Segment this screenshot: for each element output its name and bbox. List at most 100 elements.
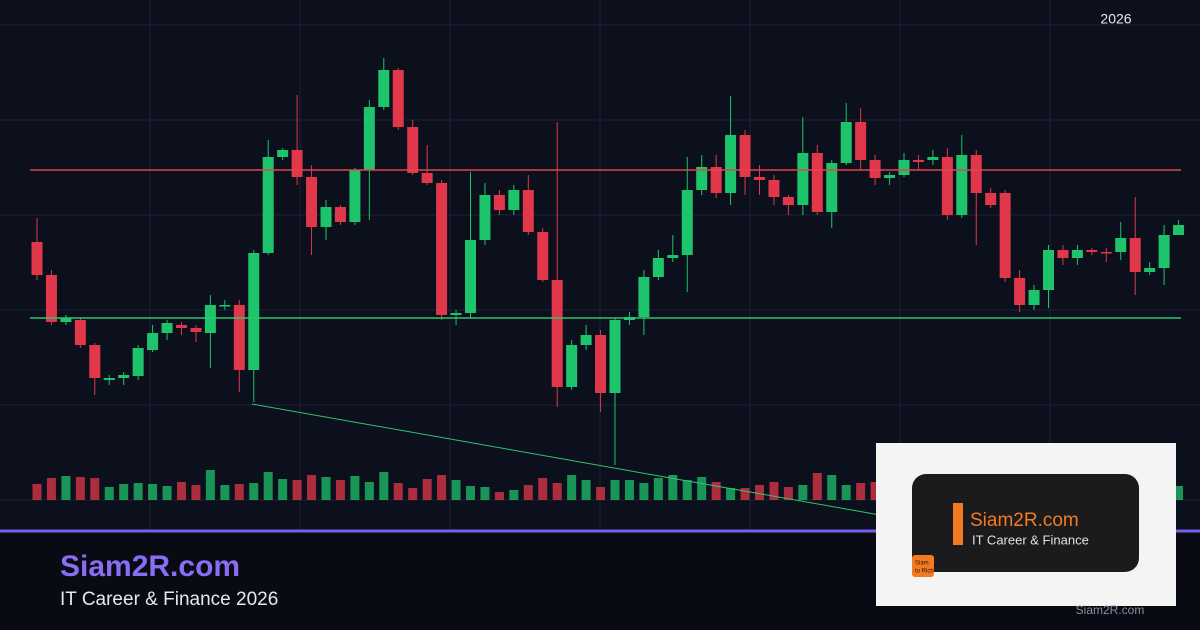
volume-bar: [523, 485, 533, 500]
volume-bar: [653, 478, 663, 500]
volume-bar: [668, 475, 678, 500]
volume-bar: [841, 485, 851, 500]
volume-bar: [538, 478, 548, 500]
candle-body: [1071, 250, 1083, 258]
volume-bar: [451, 480, 461, 500]
candle-body: [1028, 290, 1040, 305]
volume-bar: [162, 486, 172, 500]
volume-bar: [798, 485, 808, 500]
trend-line: [251, 403, 881, 516]
volume-bar: [856, 483, 866, 500]
volume-bar: [307, 475, 317, 500]
candle-body: [869, 160, 881, 178]
candle-body: [306, 177, 318, 227]
logo-card: Siam2R.com IT Career & Finance Siam to R…: [876, 443, 1176, 606]
candle-body: [580, 335, 592, 345]
candle-body: [1057, 250, 1069, 258]
candle-body: [826, 163, 838, 212]
candle-body: [436, 183, 448, 315]
candle-body: [1086, 250, 1098, 252]
candle-body: [334, 207, 346, 222]
candle-body: [522, 190, 534, 232]
candle-body: [190, 328, 202, 332]
candle-body: [89, 345, 101, 378]
candle-body: [233, 305, 245, 370]
candle-body: [551, 280, 563, 387]
candle-body: [1014, 278, 1026, 305]
candle-body: [363, 107, 375, 170]
volume-bar: [1174, 486, 1184, 500]
logo-bar: [953, 503, 963, 545]
volume-bar: [624, 480, 634, 500]
volume-bar: [437, 475, 447, 500]
candle-body: [378, 70, 390, 107]
volume-bar: [480, 487, 490, 500]
candle-body: [956, 155, 968, 215]
candle-body: [638, 277, 650, 317]
candle-body: [147, 333, 159, 350]
candle-body: [840, 122, 852, 163]
candle-body: [696, 167, 708, 190]
volume-bar: [249, 483, 259, 500]
candle-body: [132, 348, 144, 376]
candle-body: [45, 275, 57, 322]
candle-body: [1158, 235, 1170, 268]
volume-bar: [870, 482, 880, 500]
candle-body: [898, 160, 910, 175]
candle-body: [219, 305, 231, 307]
volume-bar: [494, 492, 504, 500]
volume-bar: [278, 479, 288, 500]
volume-bar: [148, 484, 158, 500]
volume-bar: [610, 480, 620, 500]
candle-body: [537, 232, 549, 280]
volume-bar: [552, 483, 562, 500]
volume-bar: [379, 472, 389, 500]
logo-box: [912, 474, 1139, 572]
candle-body: [465, 240, 476, 313]
candle-body: [248, 253, 260, 370]
candle-body: [450, 313, 462, 315]
candle-body: [103, 378, 115, 380]
candle-body: [118, 375, 130, 378]
logo-subtitle: IT Career & Finance: [972, 532, 1089, 547]
volume-bar: [726, 488, 736, 500]
volume-bar: [220, 485, 230, 500]
candle-body: [710, 167, 722, 193]
candle-body: [912, 160, 924, 162]
volume-bar: [335, 480, 345, 500]
candle-body: [811, 153, 823, 212]
candle-body: [768, 180, 780, 197]
year-label: 2026: [1100, 11, 1131, 27]
volume-bar: [177, 482, 186, 500]
volume-bar: [408, 488, 418, 500]
volume-bar: [755, 485, 764, 500]
candle-body: [1144, 268, 1156, 272]
candle-body: [74, 320, 86, 345]
volume-bar: [827, 475, 837, 500]
candle-body: [754, 177, 765, 180]
candle-body: [349, 170, 361, 222]
candle-body: [927, 157, 939, 160]
logo-title: Siam2R.com: [970, 510, 1079, 531]
candle-body: [970, 155, 982, 193]
candle-body: [652, 258, 664, 277]
volume-bar: [711, 482, 721, 500]
volume-bar: [682, 480, 692, 500]
volume-bar: [567, 475, 577, 500]
candle-body: [31, 242, 43, 275]
footer-title: Siam2R.com: [60, 550, 240, 583]
candle-body: [566, 345, 578, 387]
candle-body: [1115, 238, 1127, 252]
candle-body: [1100, 252, 1112, 254]
volume-bar: [596, 487, 606, 500]
candle-body: [262, 157, 274, 253]
candle-body: [595, 335, 607, 393]
volume-bar: [350, 476, 360, 500]
volume-bar: [61, 476, 71, 500]
candle-body: [725, 135, 737, 193]
volume-bar: [639, 483, 649, 500]
candle-body: [508, 190, 520, 210]
logo-badge-text: Siam: [915, 561, 929, 567]
